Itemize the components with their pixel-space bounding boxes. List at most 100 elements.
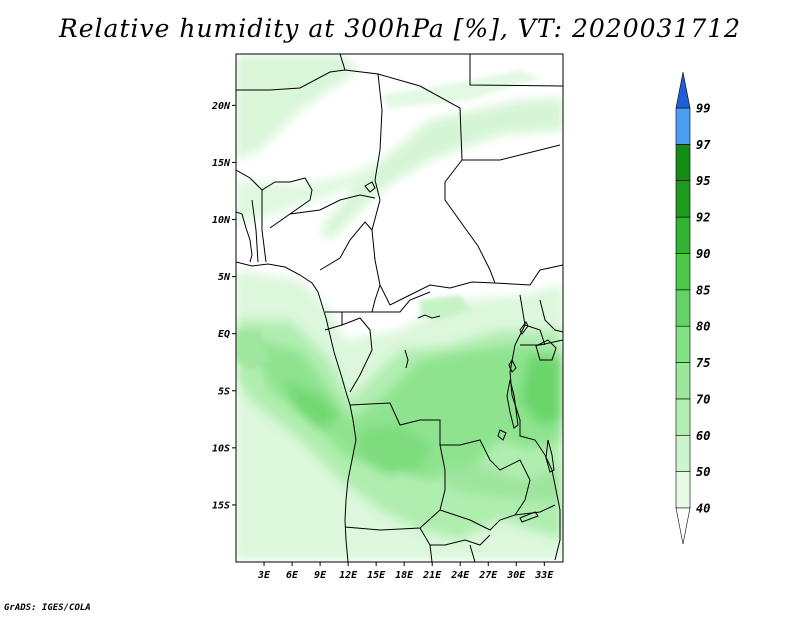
grads-credit: GrADS: IGES/COLA — [4, 603, 91, 613]
border-nigeria — [269, 194, 376, 229]
border-kenya — [539, 299, 563, 333]
colorbar-top-arrow — [675, 71, 691, 109]
border-south-2 — [469, 544, 476, 562]
colorbar-label: 95 — [696, 174, 710, 188]
lake-mweru — [497, 429, 507, 441]
lat-tick-label: EQ — [218, 329, 230, 340]
lon-tick-label: 27E — [478, 570, 498, 581]
colorbar-segment — [675, 398, 691, 436]
colorbar-segment — [675, 107, 691, 145]
colorbar-segment — [675, 325, 691, 363]
border-drc-north — [372, 291, 431, 313]
lon-tick-label: 33E — [534, 570, 554, 581]
lon-tick-label: 24E — [450, 570, 470, 581]
longitude-axis: 3E 6E 9E 12E 15E 18E 21E 24E 27E 30E 33E — [257, 562, 554, 581]
lake-albert — [519, 321, 529, 335]
colorbar-segment — [675, 180, 691, 218]
lon-tick-label: 6E — [286, 570, 299, 581]
colorbar-bottom-arrow — [675, 507, 691, 545]
latitude-axis: 20N 15N 10N 5N EQ 5S 10S 15S — [211, 101, 236, 511]
border-angola-zambia — [439, 444, 446, 511]
border-benin — [261, 190, 267, 263]
rh-75-south2 — [440, 465, 563, 505]
coastline-west — [236, 261, 357, 562]
rh-70-region — [250, 340, 563, 480]
colorbar-label: 92 — [696, 211, 710, 225]
lat-tick-label: 10S — [212, 443, 230, 454]
border-namibia — [344, 509, 441, 531]
rh-40-band-2 — [236, 160, 380, 225]
lon-tick-label: 12E — [339, 570, 358, 581]
river-2 — [404, 349, 409, 369]
humidity-map: 20N 15N 10N 5N EQ 5S 10S 15S 3E 6E 9E 12E 15E 18E 21E… — [211, 53, 711, 581]
border-westafrica — [236, 169, 313, 215]
lake-kivu — [508, 358, 517, 373]
lat-tick-label: 15S — [212, 500, 230, 511]
colorbar-label: 75 — [696, 356, 710, 370]
colorbar-segment — [675, 253, 691, 291]
lake-malawi — [545, 439, 555, 473]
lat-tick-label: 20N — [211, 101, 231, 112]
border-uganda — [524, 324, 546, 346]
lon-tick-label: 9E — [314, 570, 327, 581]
colorbar-label: 40 — [696, 502, 710, 516]
colorbar-label: 80 — [696, 320, 710, 334]
rh-60-patch — [420, 295, 470, 320]
political-borders — [236, 54, 563, 562]
rh-40-band — [320, 98, 563, 240]
humidity-shading — [236, 54, 563, 560]
rh-80-south — [360, 425, 430, 475]
colorbar-label: 99 — [696, 102, 710, 116]
border-north-2 — [339, 54, 346, 71]
border-botswana — [419, 527, 491, 546]
border-zambia-south — [439, 499, 526, 531]
border-drc-east — [509, 294, 546, 456]
colorbar-label: 70 — [696, 392, 710, 406]
border-togo — [251, 199, 259, 263]
rh-40-north-streak — [380, 70, 540, 108]
border-zimbabwe — [514, 504, 556, 516]
border-sudan — [462, 144, 561, 161]
lon-tick-label: 3E — [257, 570, 271, 581]
border-car — [330, 284, 381, 313]
colorbar-label: 60 — [696, 429, 710, 443]
rh-40-region — [236, 54, 360, 160]
map-frame — [235, 53, 564, 563]
colorbar-segment — [675, 471, 691, 509]
lake-kariba — [519, 511, 539, 523]
colorbar-label: 90 — [696, 247, 710, 261]
lon-tick-label: 18E — [395, 570, 414, 581]
colorbar-segment — [675, 216, 691, 254]
chart-title: Relative humidity at 300hPa [%], VT: 202… — [58, 14, 742, 43]
lat-tick-label: 15N — [212, 158, 231, 169]
colorbar-label: 97 — [696, 138, 711, 152]
colorbar-label: 50 — [696, 465, 710, 479]
colorbar-label: 85 — [696, 283, 710, 297]
coastline-west-upper — [236, 211, 253, 263]
river-congo — [417, 314, 441, 319]
lat-tick-label: 5S — [218, 386, 230, 397]
border-mozambique — [544, 454, 561, 561]
rh-80-east — [520, 355, 563, 425]
lat-tick-label: 10N — [212, 215, 231, 226]
lake-tanganyika — [506, 379, 519, 429]
lon-tick-label: 15E — [367, 570, 386, 581]
lon-tick-label: 30E — [506, 570, 526, 581]
border-north-4 — [469, 54, 563, 87]
colorbar-segment — [675, 362, 691, 400]
border-tanzania — [520, 339, 563, 346]
border-south — [429, 544, 433, 562]
border-zambia — [459, 439, 531, 501]
border-north-1 — [236, 69, 383, 201]
lat-tick-label: 5N — [218, 272, 231, 283]
colorbar-segment — [675, 144, 691, 182]
border-north-3 — [377, 73, 563, 286]
colorbar-segment — [675, 289, 691, 327]
colorbar-segment — [675, 434, 691, 472]
border-cameroon — [319, 221, 373, 271]
lon-tick-label: 21E — [422, 570, 442, 581]
border-chad — [371, 199, 496, 306]
rh-70-west-coast — [236, 330, 270, 370]
border-gabon — [324, 311, 343, 331]
lakes — [364, 181, 557, 523]
